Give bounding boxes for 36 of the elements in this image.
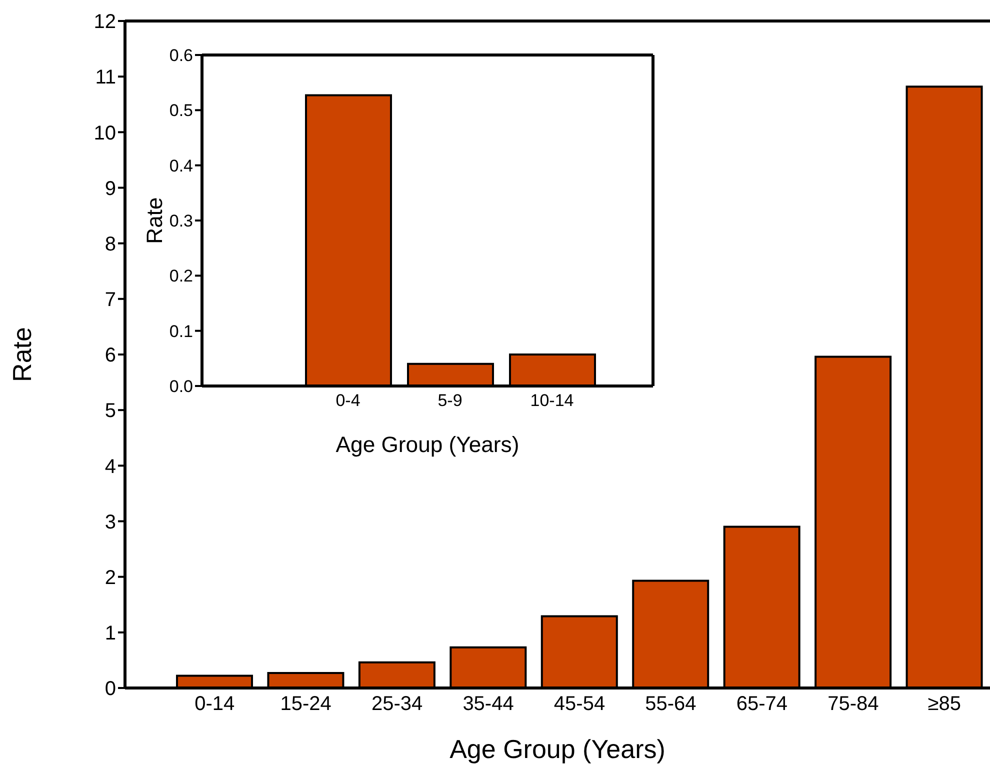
y-tick-label: 1 <box>104 622 116 645</box>
y-tick-label: 3 <box>104 511 116 534</box>
y-tick-label: 9 <box>104 178 116 200</box>
y-tick-label: 0.6 <box>169 46 193 66</box>
x-tick-label: 45-54 <box>554 693 606 716</box>
y-tick-label: 0 <box>104 678 116 700</box>
y-tick-label: 10 <box>94 122 116 144</box>
y-tick-label: 7 <box>104 289 116 312</box>
x-tick-label: 25-34 <box>371 693 423 716</box>
x-tick-label: 10-14 <box>530 391 574 410</box>
y-axis-title: Rate <box>7 327 38 382</box>
y-tick-label: 11 <box>95 66 116 89</box>
y-tick-label: 5 <box>104 400 116 422</box>
x-tick-label: 5-9 <box>438 391 462 410</box>
y-tick-label: 8 <box>104 233 116 256</box>
y-tick-label: 6 <box>104 344 116 367</box>
y-tick-label: 0.1 <box>169 322 193 341</box>
x-tick-label: 0-4 <box>336 391 360 410</box>
x-tick-label: 15-24 <box>280 693 332 716</box>
y-tick-label: 2 <box>104 566 116 589</box>
y-tick-label: 0.4 <box>169 156 193 176</box>
y-tick-label: 4 <box>104 456 116 478</box>
x-tick-label: 0-14 <box>194 693 235 716</box>
y-axis-title: Rate <box>142 197 167 244</box>
x-axis-title: Age Group (Years) <box>336 432 520 457</box>
y-tick-label: 0.0 <box>169 377 193 396</box>
y-tick-label: 0.3 <box>169 212 193 231</box>
x-tick-label: ≥85 <box>928 693 962 716</box>
x-tick-label: 55-64 <box>645 693 696 716</box>
x-tick-label: 65-74 <box>736 693 788 716</box>
x-axis-title: Age Group (Years) <box>450 734 666 764</box>
y-tick-label: 12 <box>94 11 116 34</box>
y-tick-label: 0.2 <box>169 266 193 286</box>
x-tick-label: 75-84 <box>828 693 879 716</box>
x-tick-label: 35-44 <box>462 693 514 716</box>
y-tick-label: 0.5 <box>169 101 193 120</box>
